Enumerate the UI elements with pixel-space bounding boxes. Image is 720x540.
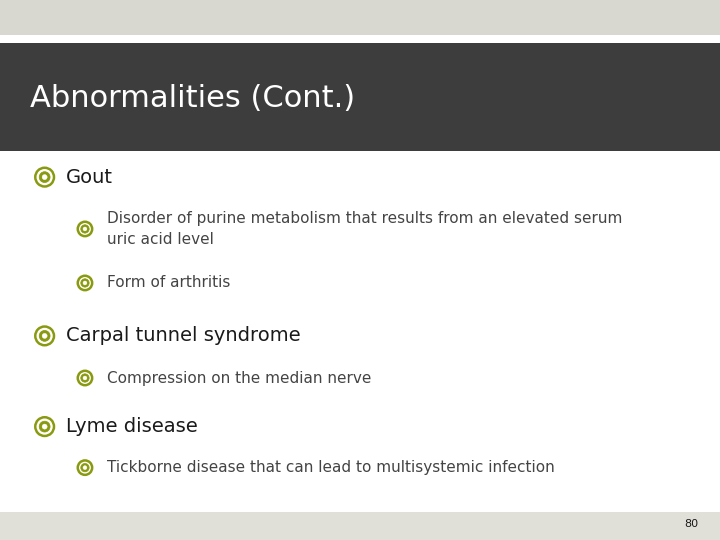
Ellipse shape <box>83 227 87 231</box>
FancyBboxPatch shape <box>0 43 720 151</box>
Ellipse shape <box>42 174 48 180</box>
Ellipse shape <box>39 421 50 432</box>
Ellipse shape <box>81 279 89 287</box>
Text: Tickborne disease that can lead to multisystemic infection: Tickborne disease that can lead to multi… <box>107 460 554 475</box>
Text: 80: 80 <box>684 519 698 529</box>
FancyBboxPatch shape <box>0 0 720 35</box>
Ellipse shape <box>42 333 48 339</box>
Ellipse shape <box>39 172 50 183</box>
Text: Disorder of purine metabolism that results from an elevated serum
uric acid leve: Disorder of purine metabolism that resul… <box>107 211 622 247</box>
Ellipse shape <box>81 463 89 472</box>
Ellipse shape <box>81 225 89 233</box>
FancyBboxPatch shape <box>0 512 720 540</box>
Ellipse shape <box>42 424 48 429</box>
Ellipse shape <box>39 330 50 341</box>
Ellipse shape <box>83 465 87 470</box>
Text: Lyme disease: Lyme disease <box>66 417 198 436</box>
Text: Form of arthritis: Form of arthritis <box>107 275 230 291</box>
Text: Carpal tunnel syndrome: Carpal tunnel syndrome <box>66 326 301 346</box>
Text: Gout: Gout <box>66 167 113 187</box>
Ellipse shape <box>83 281 87 285</box>
Text: Compression on the median nerve: Compression on the median nerve <box>107 370 371 386</box>
Text: Abnormalities (Cont.): Abnormalities (Cont.) <box>30 84 356 113</box>
Ellipse shape <box>81 374 89 382</box>
Ellipse shape <box>83 376 87 380</box>
